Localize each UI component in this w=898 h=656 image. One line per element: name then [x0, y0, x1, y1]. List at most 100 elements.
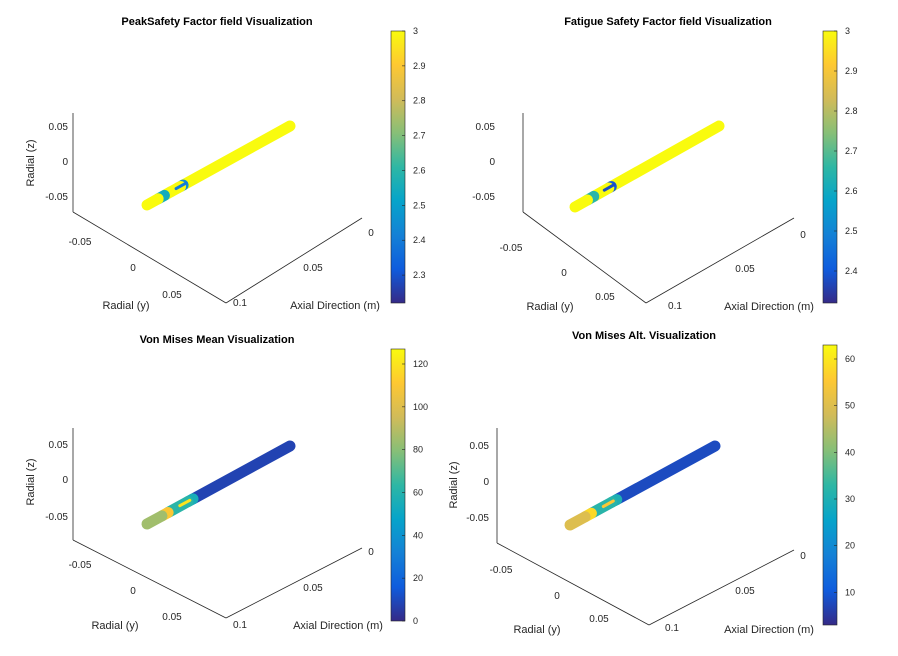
tube-segment — [187, 440, 296, 505]
x-tick-label: 0 — [368, 547, 374, 558]
y-axis-line — [72, 211, 227, 304]
colorbar-tick-label: 2.8 — [413, 96, 426, 106]
y-tick-label: 0 — [554, 591, 560, 602]
tube-plot — [141, 440, 296, 530]
z-tick-label: 0.05 — [470, 441, 490, 452]
z-tick-label: 0 — [62, 475, 68, 486]
colorbar-tick-label: 2.4 — [845, 266, 858, 276]
x-axis-label: Axial Direction (m) — [724, 301, 814, 313]
colorbar-tick-label: 20 — [413, 573, 423, 583]
colorbar-tick-label: 0 — [413, 616, 418, 626]
tube-segment — [605, 120, 725, 193]
y-axis-line — [72, 539, 227, 619]
tube-plot — [569, 120, 725, 213]
y-axis-line — [496, 542, 650, 626]
colorbar: 3 2.9 2.8 2.7 2.6 2.5 2.4 — [822, 26, 858, 304]
chart-title: Von Mises Alt. Visualization — [572, 330, 716, 342]
colorbar: 60 50 40 30 20 10 — [822, 344, 855, 626]
x-tick-label: 0.05 — [735, 264, 755, 275]
y-tick-label: 0.05 — [589, 614, 609, 625]
colorbar-tick-label: 2.4 — [413, 235, 426, 245]
panel-peak-safety-factor: PeakSafety Factor field Visualization 0.… — [0, 0, 449, 328]
x-tick-label: 0.05 — [735, 586, 755, 597]
y-tick-label: 0 — [130, 263, 136, 274]
tube-inner-band — [174, 181, 188, 191]
z-tick-label: 0 — [489, 157, 495, 168]
tube-segment — [141, 510, 168, 530]
x-tick-label: 0.1 — [668, 301, 682, 312]
colorbar-gradient — [390, 348, 406, 622]
x-tick-label: 0 — [800, 230, 806, 241]
axes: 0.05 0 -0.05 -0.05 0 0.05 0 0.05 0.1 Radial (y) Ax… — [472, 113, 814, 313]
tube-segment — [141, 193, 164, 211]
colorbar-tick-label: 100 — [413, 402, 428, 412]
tube-segment — [611, 440, 721, 506]
colorbar-tick-label: 2.3 — [413, 270, 426, 280]
z-tick-label: 0 — [483, 477, 489, 488]
colorbar-tick-label: 2.6 — [845, 186, 858, 196]
x-tick-label: 0.05 — [303, 583, 323, 594]
axes: 0.05 0 -0.05 -0.05 0 0.05 0 0.05 0.1 Radial (z) Ra… — [449, 428, 814, 636]
y-axis-label: Radial (y) — [526, 301, 573, 313]
z-axis-label: Radial (z) — [25, 139, 37, 186]
x-tick-label: 0 — [800, 551, 806, 562]
chart-title: PeakSafety Factor field Visualization — [121, 16, 312, 28]
z-tick-label: 0.05 — [49, 122, 69, 133]
colorbar-tick-label: 2.9 — [845, 66, 858, 76]
colorbar-gradient — [822, 30, 838, 304]
chart-title: Von Mises Mean Visualization — [140, 334, 295, 346]
x-tick-label: 0 — [368, 228, 374, 239]
colorbar-tick-label: 40 — [845, 447, 855, 457]
y-tick-label: 0.05 — [595, 292, 615, 303]
x-tick-label: 0.05 — [303, 263, 323, 274]
x-axis-line — [645, 217, 795, 304]
z-tick-label: -0.05 — [45, 192, 68, 203]
y-tick-label: -0.05 — [500, 243, 523, 254]
colorbar-tick-label: 3 — [413, 26, 418, 36]
y-axis-label: Radial (y) — [91, 620, 138, 632]
y-tick-label: 0 — [561, 268, 567, 279]
z-tick-label: -0.05 — [466, 513, 489, 524]
colorbar-tick-label: 2.8 — [845, 106, 858, 116]
x-axis-line — [225, 217, 363, 304]
y-tick-label: -0.05 — [490, 565, 513, 576]
colorbar: 120 100 80 60 40 20 0 — [390, 348, 428, 626]
colorbar-tick-label: 60 — [845, 354, 855, 364]
tube-inner-band — [602, 183, 616, 192]
panel-von-mises-mean: Von Mises Mean Visualization 0.05 0 -0.05 -… — [0, 315, 449, 643]
y-tick-label: -0.05 — [69, 560, 92, 571]
axes: 0.05 0 -0.05 -0.05 0 0.05 0 0.05 0.1 Radial (z) Ra… — [25, 113, 380, 312]
colorbar: 3 2.9 2.8 2.7 2.6 2.5 2.4 2.3 — [390, 26, 426, 304]
colorbar-tick-label: 2.6 — [413, 165, 426, 175]
colorbar-tick-label: 3 — [845, 26, 850, 36]
y-axis-label: Radial (y) — [513, 624, 560, 636]
z-axis-label: Radial (z) — [449, 461, 460, 508]
z-tick-label: 0.05 — [49, 440, 69, 451]
tube-plot — [141, 120, 296, 211]
x-axis-line — [648, 549, 795, 626]
colorbar-tick-label: 80 — [413, 445, 423, 455]
chart-fatigue-safety-factor: Fatigue Safety Factor field Visualizatio… — [472, 16, 858, 313]
y-tick-label: 0.05 — [162, 612, 182, 623]
chart-von-mises-mean: Von Mises Mean Visualization 0.05 0 -0.05 -… — [25, 334, 428, 632]
colorbar-tick-label: 30 — [845, 494, 855, 504]
x-tick-label: 0.1 — [233, 298, 247, 309]
colorbar-tick-label: 2.7 — [845, 146, 858, 156]
y-axis-label: Radial (y) — [102, 300, 149, 312]
z-tick-label: -0.05 — [472, 192, 495, 203]
y-tick-label: 0.05 — [162, 290, 182, 301]
chart-von-mises-alt: Von Mises Alt. Visualization 0.05 0 -0.05 -… — [449, 330, 855, 636]
z-tick-label: 0 — [62, 157, 68, 168]
axes: 0.05 0 -0.05 -0.05 0 0.05 0 0.05 0.1 Radial (z) Ra… — [25, 428, 383, 632]
colorbar-tick-label: 2.7 — [413, 131, 426, 141]
tube-segment — [564, 511, 591, 531]
tube-plot — [564, 440, 721, 531]
colorbar-tick-label: 2.5 — [845, 226, 858, 236]
x-tick-label: 0.1 — [233, 620, 247, 631]
colorbar-tick-label: 60 — [413, 487, 423, 497]
panel-fatigue-safety-factor: Fatigue Safety Factor field Visualizatio… — [449, 0, 898, 328]
colorbar-tick-label: 2.5 — [413, 200, 426, 210]
panel-von-mises-alt: Von Mises Alt. Visualization 0.05 0 -0.05 -… — [449, 315, 898, 643]
colorbar-tick-label: 2.9 — [413, 61, 426, 71]
z-tick-label: 0.05 — [476, 122, 496, 133]
